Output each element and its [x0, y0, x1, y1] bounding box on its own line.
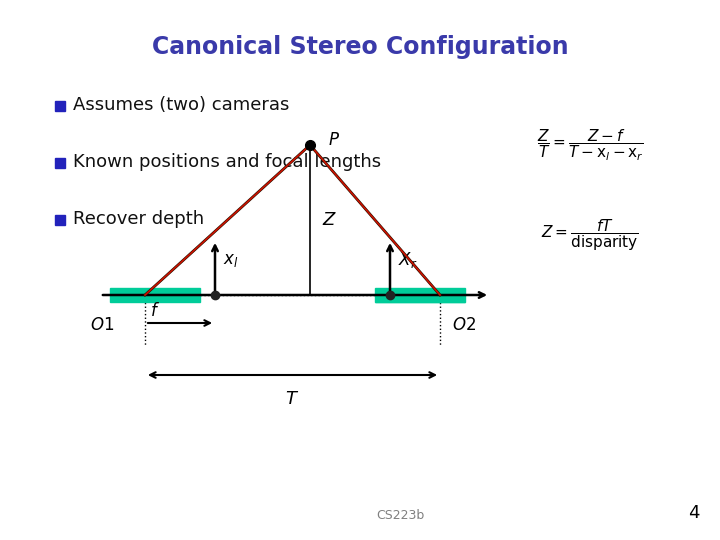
Text: $X_r$: $X_r$	[398, 250, 418, 270]
Text: $P$: $P$	[328, 131, 340, 149]
Bar	[55, 215, 65, 225]
Text: 4: 4	[688, 504, 700, 522]
Text: Assumes (two) cameras: Assumes (two) cameras	[73, 96, 289, 114]
Text: CS223b: CS223b	[376, 509, 424, 522]
Text: $Z$: $Z$	[322, 211, 337, 229]
Text: $O2$: $O2$	[452, 316, 476, 334]
Text: $f$: $f$	[150, 302, 160, 320]
Text: $Z = \dfrac{fT}{\mathrm{disparity}}$: $Z = \dfrac{fT}{\mathrm{disparity}}$	[541, 217, 639, 253]
Text: $\dfrac{Z}{T} = \dfrac{Z-f}{T-\mathrm{x}_l-\mathrm{x}_r}$: $\dfrac{Z}{T} = \dfrac{Z-f}{T-\mathrm{x}…	[536, 127, 644, 163]
Bar	[55, 101, 65, 111]
Text: $O1$: $O1$	[90, 316, 114, 334]
Text: Known positions and focal lengths: Known positions and focal lengths	[73, 153, 381, 171]
Bar	[375, 288, 465, 302]
Text: $x_l$: $x_l$	[223, 251, 238, 269]
Text: Recover depth: Recover depth	[73, 210, 204, 228]
Text: $T$: $T$	[285, 390, 300, 408]
Text: Canonical Stereo Configuration: Canonical Stereo Configuration	[152, 35, 568, 59]
Bar	[55, 158, 65, 168]
Bar	[110, 288, 200, 302]
